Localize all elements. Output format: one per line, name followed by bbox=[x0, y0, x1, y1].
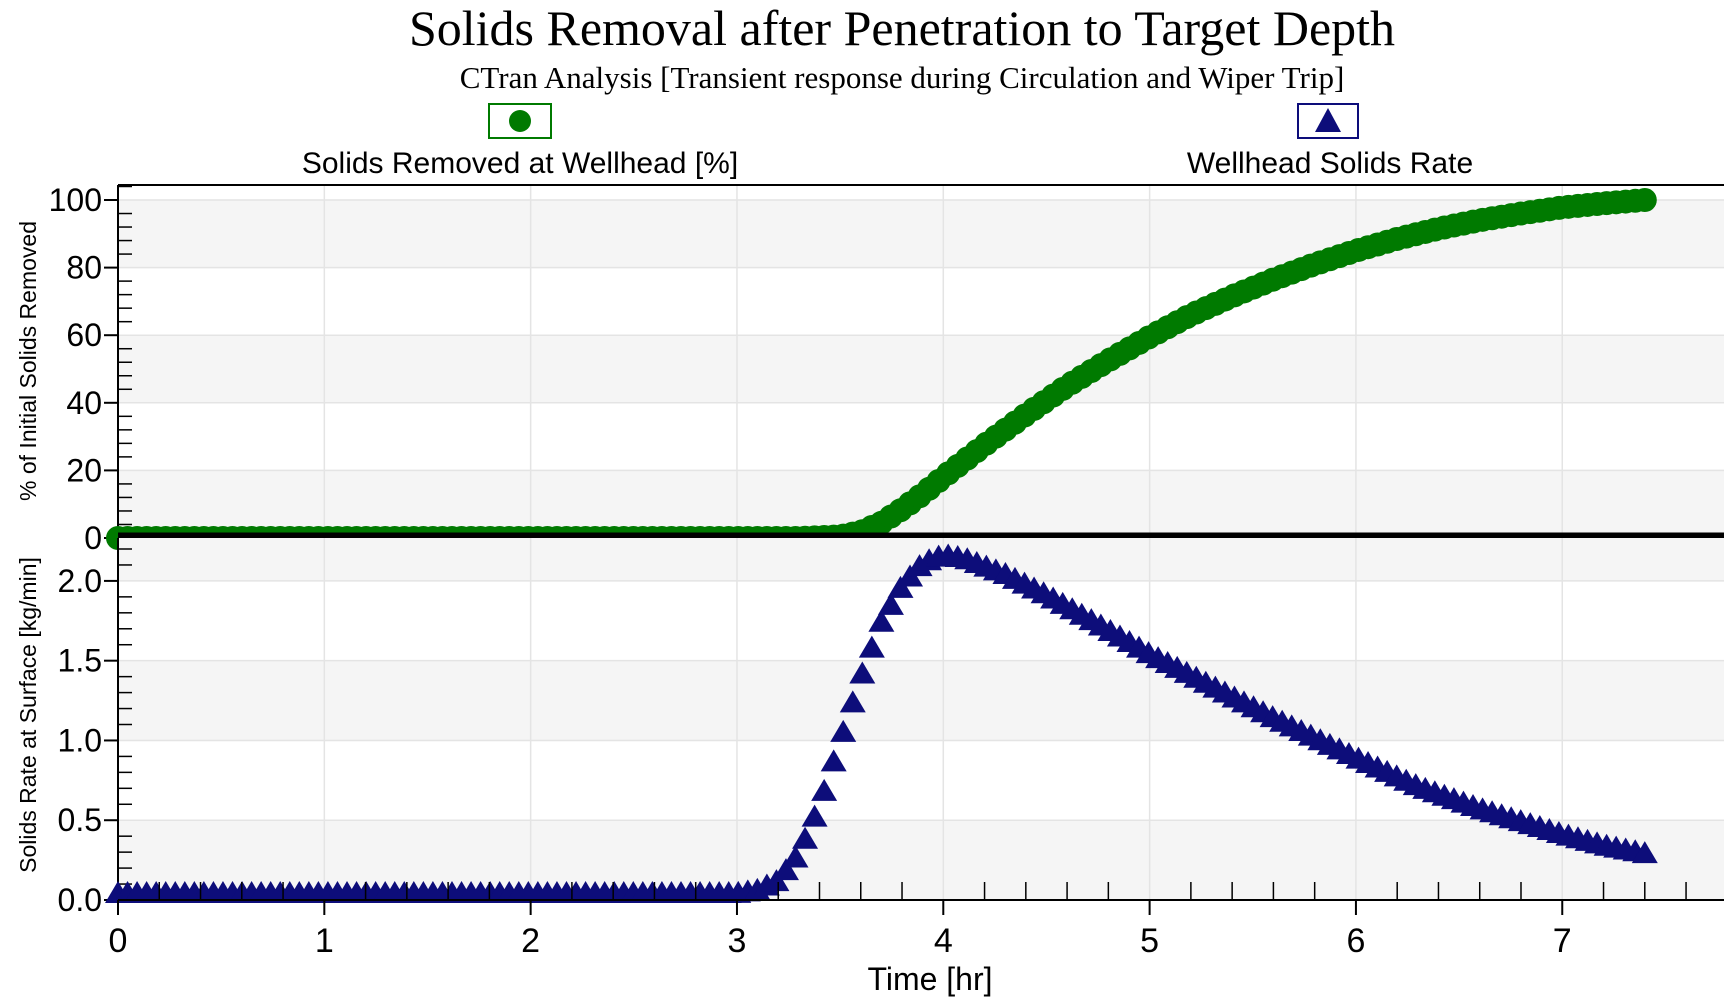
chart-title: Solids Removal after Penetration to Targ… bbox=[409, 0, 1395, 56]
data-point bbox=[820, 749, 847, 772]
x-axis-label: Time [hr] bbox=[867, 961, 992, 997]
y-tick-label: 100 bbox=[49, 182, 102, 218]
data-point bbox=[811, 778, 838, 801]
x-tick-label: 6 bbox=[1346, 922, 1365, 960]
chart-subtitle: CTran Analysis [Transient response durin… bbox=[460, 60, 1345, 95]
legend-label-bottom: Wellhead Solids Rate bbox=[1187, 147, 1473, 180]
data-point bbox=[1632, 188, 1657, 212]
data-point bbox=[868, 609, 895, 632]
data-point bbox=[782, 845, 809, 868]
data-point bbox=[772, 858, 799, 881]
y-tick-label: 20 bbox=[66, 452, 102, 488]
legend-label-top: Solids Removed at Wellhead [%] bbox=[302, 147, 738, 180]
data-point bbox=[830, 719, 857, 742]
data-point bbox=[877, 592, 904, 615]
grid-band bbox=[118, 335, 1724, 403]
bottom-plot-area: 0.0 0.5 1.0 1.5 2.0 0 1 2 3 4 5 6 7 bbox=[58, 538, 1724, 960]
data-point bbox=[801, 804, 828, 827]
data-point bbox=[839, 690, 866, 713]
top-plot-area: 0 20 40 60 80 100 bbox=[49, 182, 1724, 556]
y-tick-label: 2.0 bbox=[58, 563, 102, 599]
data-point bbox=[849, 661, 876, 684]
y-tick-label: 0.5 bbox=[58, 802, 102, 838]
triangle-marker-icon bbox=[1315, 108, 1341, 132]
y-tick-label: 40 bbox=[66, 385, 102, 421]
x-tick-label: 1 bbox=[315, 922, 334, 960]
data-point bbox=[887, 575, 914, 598]
y-tick-label: 1.0 bbox=[58, 722, 102, 758]
x-tick-label: 2 bbox=[521, 922, 540, 960]
y-tick-label: 0 bbox=[84, 520, 102, 556]
x-tick-label: 0 bbox=[109, 922, 128, 960]
x-tick-label: 5 bbox=[1140, 922, 1159, 960]
bottom-y-axis-label: Solids Rate at Surface [kg/min] bbox=[15, 557, 41, 873]
y-tick-label: 1.5 bbox=[58, 643, 102, 679]
circle-marker-icon bbox=[509, 110, 531, 132]
y-tick-label: 60 bbox=[66, 317, 102, 353]
data-point bbox=[1631, 841, 1658, 864]
y-tick-label: 80 bbox=[66, 250, 102, 286]
top-y-axis-label: % of Initial Solids Removed bbox=[15, 221, 41, 501]
data-point bbox=[858, 635, 885, 658]
y-tick-label: 0.0 bbox=[58, 882, 102, 918]
x-tick-label: 4 bbox=[934, 922, 953, 960]
x-tick-label: 7 bbox=[1553, 922, 1572, 960]
data-point bbox=[792, 826, 819, 849]
data-point bbox=[763, 869, 790, 892]
legend-swatch-box-circle bbox=[488, 103, 552, 139]
legend-top-series: Solids Removed at Wellhead [%] bbox=[302, 103, 738, 180]
x-tick-label: 3 bbox=[728, 922, 747, 960]
legend-bottom-series: Wellhead Solids Rate bbox=[1187, 103, 1473, 180]
grid-band bbox=[118, 660, 1724, 741]
